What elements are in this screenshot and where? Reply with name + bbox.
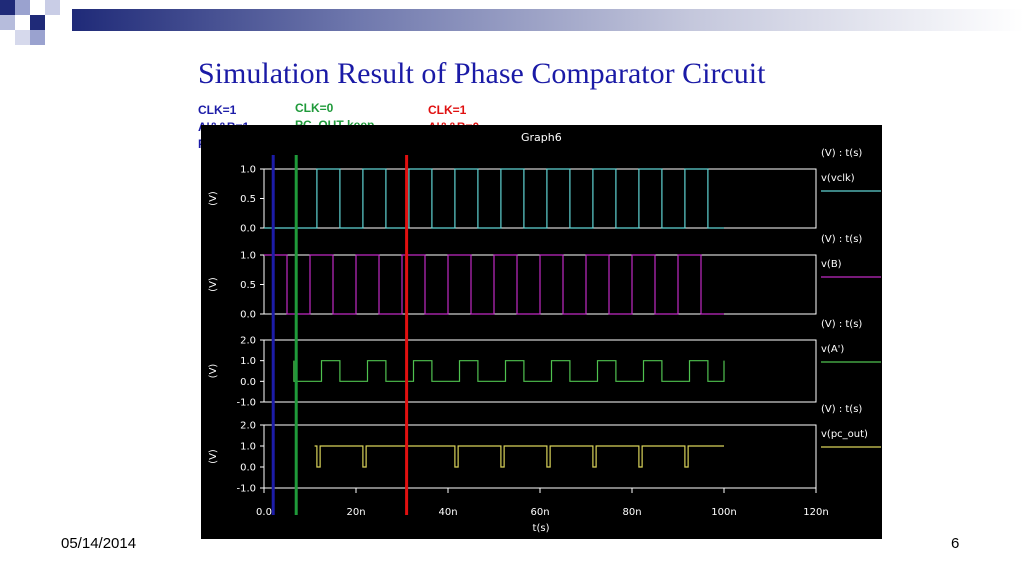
y-tick-label: 1.0: [240, 165, 256, 176]
y-tick-label: -1.0: [236, 398, 256, 409]
panel-frame: [263, 339, 817, 403]
y-tick-label: 2.0: [240, 421, 256, 432]
x-tick-label: 100n: [711, 507, 736, 518]
x-tick-label: 0.0: [256, 507, 272, 518]
panel-header: (V) : t(s): [821, 404, 862, 415]
x-axis-label: t(s): [533, 523, 550, 534]
y-tick-label: 2.0: [240, 336, 256, 347]
y-axis-label: (V): [208, 364, 219, 379]
legend-label: v(vclk): [821, 173, 855, 184]
footer-date: 05/14/2014: [61, 535, 137, 552]
y-tick-label: 1.0: [240, 442, 256, 453]
waveform-trace: [264, 168, 724, 229]
waveform-trace: [314, 445, 724, 468]
graph-title: Graph6: [521, 131, 562, 144]
y-tick-label: 0.0: [240, 224, 256, 235]
y-tick-label: 0.0: [240, 463, 256, 474]
title-bar-gradient: [72, 9, 1024, 31]
slide-title: Simulation Result of Phase Comparator Ci…: [198, 57, 766, 90]
y-axis-label: (V): [208, 277, 219, 292]
x-tick-label: 20n: [346, 507, 365, 518]
panel-frame: [263, 168, 817, 229]
waveform-svg: Graph6 (V) : t(s) v(vclk) (V) 1.0 0.5 0.0 (V) :…: [208, 131, 881, 534]
y-tick-label: 0.0: [240, 377, 256, 388]
y-tick-label: 1.0: [240, 356, 256, 367]
legend-label: v(A'): [821, 344, 844, 355]
x-tick-label: 60n: [530, 507, 549, 518]
panel-frame: [263, 424, 817, 489]
y-tick-label: 0.0: [240, 310, 256, 321]
waveform-trace: [264, 254, 724, 315]
y-tick-label: 1.0: [240, 251, 256, 262]
x-tick-label: 120n: [803, 507, 828, 518]
waveform-graph: Graph6 (V) : t(s) v(vclk) (V) 1.0 0.5 0.0 (V) :…: [201, 125, 882, 539]
page-number: 6: [951, 535, 960, 552]
panel-header: (V) : t(s): [821, 234, 862, 245]
legend-label: v(B): [821, 259, 842, 270]
y-tick-label: 0.5: [240, 194, 256, 205]
y-axis-label: (V): [208, 449, 219, 464]
x-tick-label: 40n: [438, 507, 457, 518]
y-axis-label: (V): [208, 191, 219, 206]
waveform-trace: [293, 360, 725, 382]
corner-decoration: [0, 0, 80, 50]
legend-label: v(pc_out): [821, 429, 868, 440]
y-tick-label: -1.0: [236, 484, 256, 495]
y-tick-label: 0.5: [240, 280, 256, 291]
panel-header: (V) : t(s): [821, 148, 862, 159]
x-tick-label: 80n: [622, 507, 641, 518]
panel-header: (V) : t(s): [821, 319, 862, 330]
